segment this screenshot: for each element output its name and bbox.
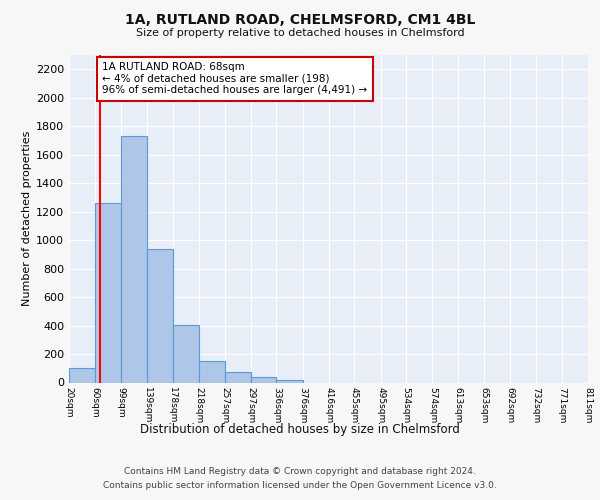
Text: 1A RUTLAND ROAD: 68sqm
← 4% of detached houses are smaller (198)
96% of semi-det: 1A RUTLAND ROAD: 68sqm ← 4% of detached … — [103, 62, 368, 96]
Bar — [251, 377, 277, 382]
Bar — [173, 325, 199, 382]
Text: 1A, RUTLAND ROAD, CHELMSFORD, CM1 4BL: 1A, RUTLAND ROAD, CHELMSFORD, CM1 4BL — [125, 12, 475, 26]
Bar — [69, 368, 95, 382]
Bar — [199, 361, 224, 382]
Bar — [121, 136, 147, 382]
Text: Size of property relative to detached houses in Chelmsford: Size of property relative to detached ho… — [136, 28, 464, 38]
Bar — [95, 203, 121, 382]
Bar — [277, 380, 302, 382]
Bar — [147, 248, 173, 382]
Text: Distribution of detached houses by size in Chelmsford: Distribution of detached houses by size … — [140, 422, 460, 436]
Y-axis label: Number of detached properties: Number of detached properties — [22, 131, 32, 306]
Text: Contains HM Land Registry data © Crown copyright and database right 2024.: Contains HM Land Registry data © Crown c… — [124, 468, 476, 476]
Text: Contains public sector information licensed under the Open Government Licence v3: Contains public sector information licen… — [103, 481, 497, 490]
Bar — [224, 372, 251, 382]
